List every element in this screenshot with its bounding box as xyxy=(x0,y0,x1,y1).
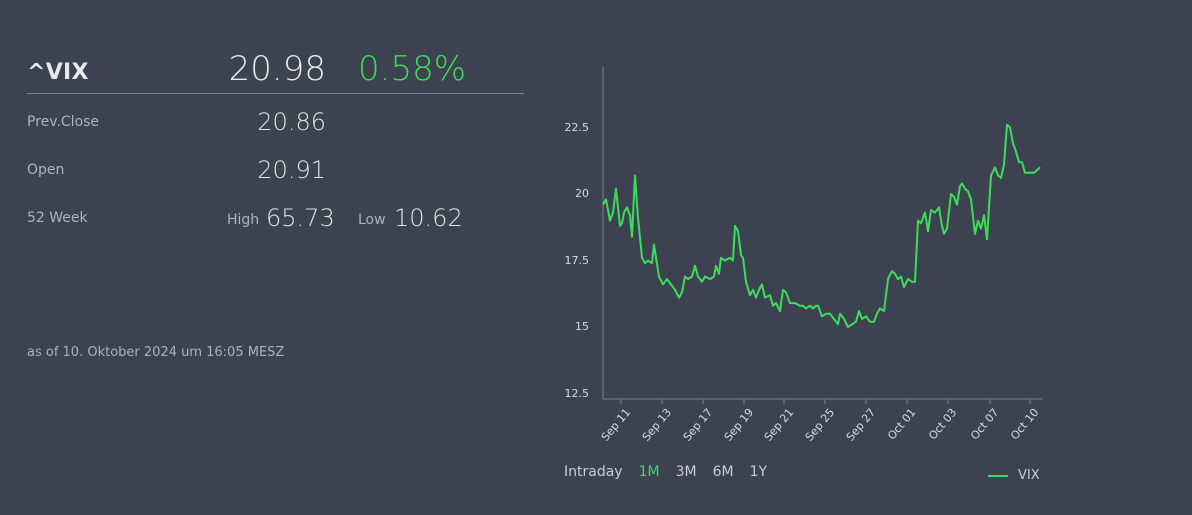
prev-close-label: Prev.Close xyxy=(27,114,100,130)
price-chart[interactable]: 22.5 20 17.5 15 12.5 Sep 11 Sep 13 Sep 17 Sep 1… xyxy=(550,60,1070,460)
range-button-1y[interactable]: 1Y xyxy=(749,464,768,480)
y-tick-label: 17.5 xyxy=(564,253,590,267)
open-row: Open 20.91 xyxy=(27,142,524,190)
range-button-3m[interactable]: 3M xyxy=(675,464,697,480)
vix-line xyxy=(602,123,1041,328)
range-button-intraday[interactable]: Intraday xyxy=(564,464,623,480)
range-selector: Intraday 1M 3M 6M 1Y xyxy=(564,464,783,480)
symbol: ^VIX xyxy=(27,60,89,85)
as-of-timestamp: as of 10. Oktober 2024 um 16:05 MESZ xyxy=(27,345,285,360)
y-tick-label: 20 xyxy=(575,187,589,200)
y-tick-label: 15 xyxy=(575,320,589,333)
prev-close-value: 20.86 xyxy=(257,108,326,136)
chart-canvas xyxy=(602,67,1042,404)
open-label: Open xyxy=(27,162,65,178)
chart-legend: VIX xyxy=(988,468,1040,483)
week52-label: 52 Week xyxy=(27,210,88,226)
prev-close-row: Prev.Close 20.86 xyxy=(27,94,524,142)
week52-row: 52 Week High 65.73 Low 10.62 xyxy=(27,190,524,238)
high-label: High xyxy=(227,212,260,228)
range-button-6m[interactable]: 6M xyxy=(712,464,734,480)
y-tick-label: 12.5 xyxy=(564,386,590,400)
range-button-1m[interactable]: 1M xyxy=(638,464,660,480)
quote-header: ^VIX 20.98 0.58% xyxy=(27,46,524,94)
low-label: Low xyxy=(358,212,386,228)
change-percent: 0.58% xyxy=(358,49,467,89)
legend-line-icon xyxy=(988,474,1008,477)
quote-panel: ^VIX 20.98 0.58% Prev.Close 20.86 Open 2… xyxy=(27,46,524,238)
high-value: 65.73 xyxy=(266,204,335,232)
last-price: 20.98 xyxy=(228,49,326,89)
low-value: 10.62 xyxy=(394,204,463,232)
y-tick-label: 22.5 xyxy=(564,120,590,134)
open-value: 20.91 xyxy=(257,156,326,184)
legend-label: VIX xyxy=(1018,468,1040,483)
